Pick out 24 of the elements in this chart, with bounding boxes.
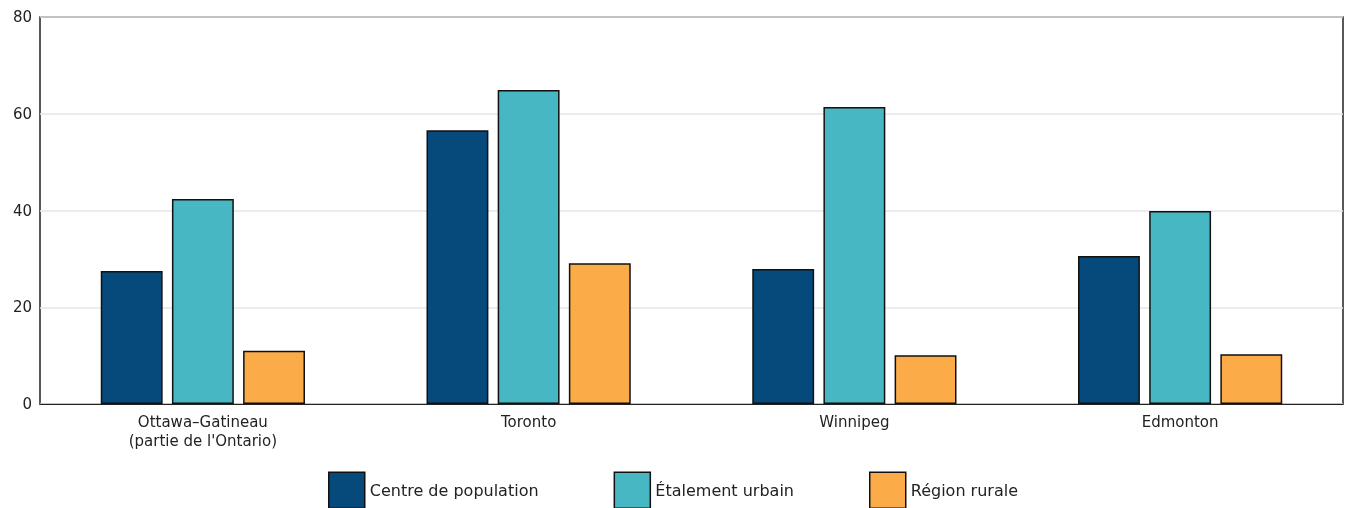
x-tick-label: Winnipeg	[819, 412, 890, 431]
bar	[894, 355, 957, 404]
bar	[426, 130, 489, 404]
bar	[1220, 354, 1283, 404]
bar	[823, 106, 886, 404]
bar	[100, 270, 163, 404]
bar	[171, 198, 234, 404]
bar	[752, 269, 815, 404]
bar	[568, 263, 631, 404]
y-tick-label: 40	[12, 201, 32, 220]
bar	[497, 90, 560, 404]
legend-label: Étalement urbain	[655, 480, 794, 500]
y-tick-label: 80	[12, 8, 32, 26]
x-tick-label: Ottawa–Gatineau (partie de l'Ontario)	[128, 412, 278, 450]
bar	[1149, 210, 1212, 404]
y-tick-label: 60	[12, 104, 32, 123]
bar	[1078, 255, 1140, 404]
bar	[243, 350, 305, 404]
legend-label: Centre de population	[369, 480, 539, 500]
x-tick-label: Edmonton	[1141, 412, 1219, 431]
legend-label: Région rurale	[910, 480, 1018, 500]
y-tick-label: 20	[12, 298, 32, 317]
x-tick-label: Toronto	[499, 412, 557, 431]
y-tick-label: 0	[22, 395, 32, 413]
